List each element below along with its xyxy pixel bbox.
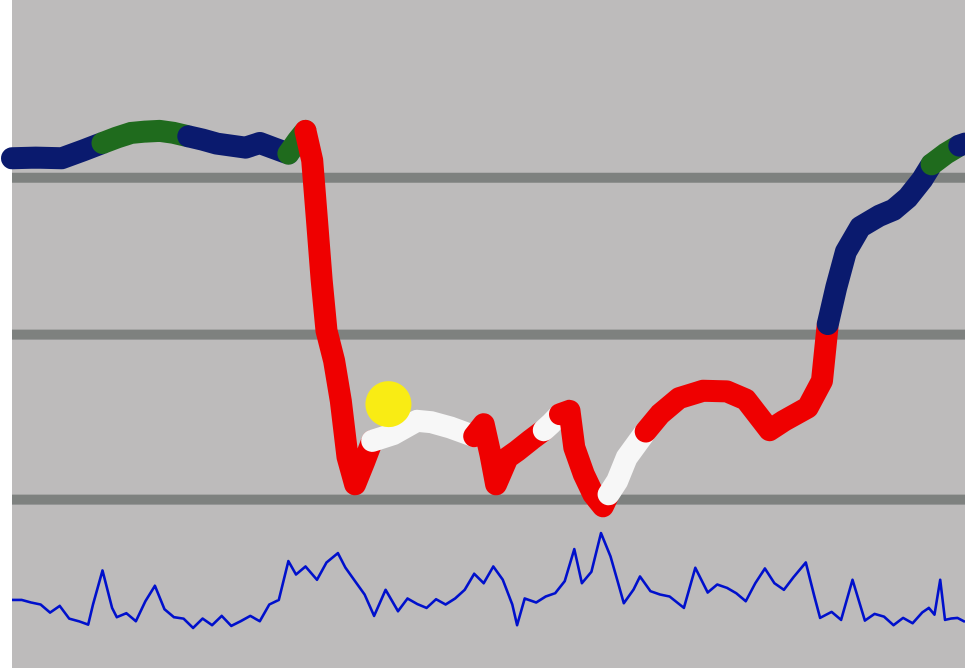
marker-1 [365, 381, 412, 428]
signal-layer [12, 531, 965, 630]
trace-segment-3 [177, 125, 300, 165]
reference-lines [12, 172, 965, 505]
marker-layer [365, 381, 412, 428]
trace-segment-5 [294, 119, 384, 496]
trace-segment-10 [597, 420, 657, 506]
trace-segment-9 [549, 399, 620, 518]
trace-segment-11 [634, 313, 839, 443]
trace-segment-7 [463, 413, 555, 496]
trace-segment-6 [361, 409, 486, 452]
signal-line [12, 531, 965, 630]
trace-segment-14 [948, 132, 965, 157]
trace-segment-2 [91, 119, 200, 154]
trace-segment-1 [1, 132, 114, 170]
trace-segment-12 [816, 153, 943, 335]
trace-layer [1, 119, 965, 518]
